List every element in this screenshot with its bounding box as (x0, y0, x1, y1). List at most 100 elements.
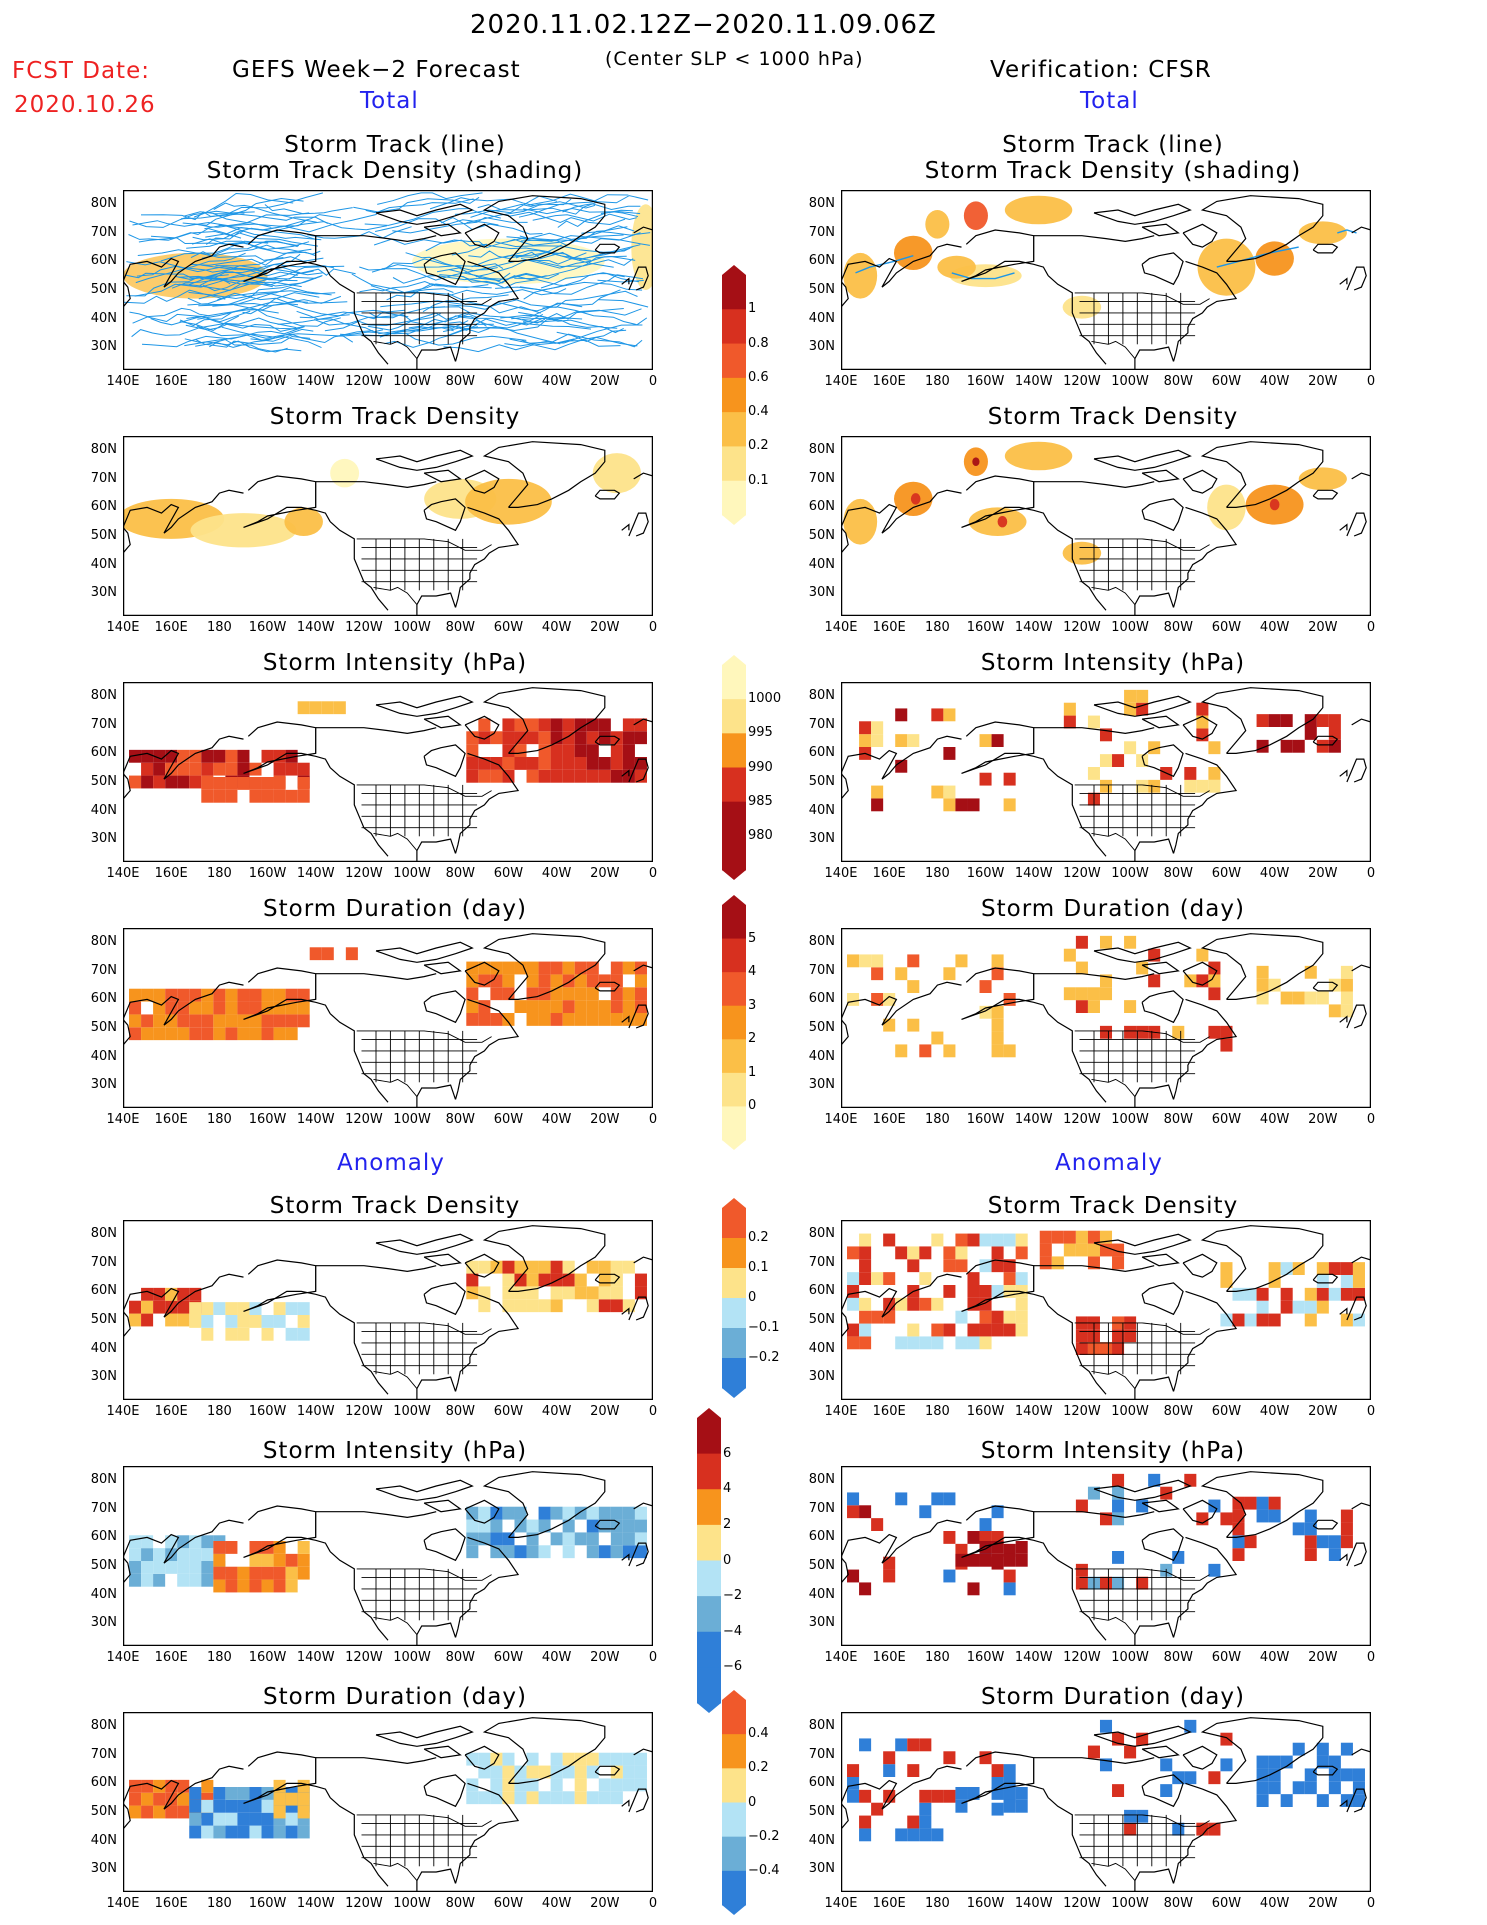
lon-label: 160E (872, 1896, 906, 1911)
lat-label: 60N (90, 253, 117, 269)
lat-label: 30N (808, 1615, 835, 1631)
lon-label: 160W (966, 1650, 1005, 1665)
right-total-label: Total (1080, 88, 1139, 114)
lon-label: 20W (590, 1112, 620, 1127)
lat-label: 30N (90, 831, 117, 847)
colorbar-label: −2 (723, 1588, 743, 1604)
lon-label: 20W (590, 866, 620, 881)
lat-label: 30N (90, 1369, 117, 1385)
cfsr-track-lines (841, 190, 1371, 370)
lon-label: 180 (924, 1404, 950, 1419)
lat-label: 60N (90, 1775, 117, 1791)
lon-label: 120W (345, 1404, 383, 1419)
colorbar-label: 0 (748, 1794, 757, 1810)
cfsr-intensity-anom (841, 1466, 1371, 1646)
lat-label: 50N (90, 1312, 117, 1327)
lon-label: 100W (393, 1650, 431, 1665)
gefs-duration-anom-map (123, 1712, 653, 1892)
lat-label: 40N (808, 556, 835, 572)
lon-label: 160W (248, 866, 287, 881)
lat-label: 80N (90, 196, 117, 212)
lon-label: 20W (1308, 1896, 1338, 1911)
lon-label: 100W (393, 374, 431, 389)
lon-label: 160E (872, 1112, 906, 1127)
colorbar-label: 0.1 (748, 472, 769, 488)
gefs-duration (123, 928, 653, 1108)
lat-label: 70N (90, 716, 117, 732)
colorbar-label: 4 (748, 964, 757, 980)
lon-label: 20W (1308, 1650, 1338, 1665)
lon-label: 160W (966, 374, 1005, 389)
lon-label: 160E (872, 1650, 906, 1665)
lon-label: 180 (924, 374, 950, 389)
lat-label: 50N (90, 1020, 117, 1035)
lon-label: 80W (445, 1404, 475, 1419)
lon-label: 140E (106, 1896, 140, 1911)
right-row7-title: Storm Duration (day) (981, 1684, 1245, 1710)
right-row1-title-b: Storm Track Density (shading) (924, 158, 1302, 184)
lat-label: 40N (90, 1832, 117, 1848)
lat-label: 40N (90, 802, 117, 818)
lon-label: 20W (590, 620, 620, 635)
gefs-track-density-map (123, 436, 653, 616)
lat-label: 50N (808, 774, 835, 789)
lon-label: 80W (445, 1650, 475, 1665)
lon-label: 0 (648, 374, 658, 389)
cbar-duration-total: 5 4 3 2 1 0 (722, 895, 802, 1150)
cfsr-track-density (841, 436, 1371, 616)
lon-label: 160E (154, 374, 188, 389)
lon-label: 160E (154, 1896, 188, 1911)
lon-label: 100W (1111, 1404, 1149, 1419)
lon-label: 180 (206, 866, 232, 881)
lon-label: 120W (1063, 1650, 1101, 1665)
lon-label: 160E (154, 1112, 188, 1127)
lon-label: 0 (1366, 866, 1376, 881)
lon-label: 140E (106, 374, 140, 389)
gefs-intensity-anom-map (123, 1466, 653, 1646)
lat-label: 70N (808, 470, 835, 486)
lon-label: 60W (493, 620, 524, 635)
lon-label: 20W (1308, 866, 1338, 881)
lat-label: 30N (808, 585, 835, 601)
colorbar-label: 2 (748, 1031, 757, 1047)
lon-label: 40W (541, 374, 572, 389)
lon-label: 100W (393, 1896, 431, 1911)
lon-label: 100W (1111, 866, 1149, 881)
lon-label: 180 (206, 1112, 232, 1127)
lon-label: 0 (1366, 1650, 1376, 1665)
lon-label: 0 (1366, 374, 1376, 389)
lat-label: 30N (808, 1369, 835, 1385)
left-row2-title: Storm Track Density (269, 404, 521, 430)
colorbar-label: 0 (748, 1290, 757, 1305)
lon-label: 140W (296, 1650, 335, 1665)
lon-label: 160E (154, 1404, 188, 1419)
lon-label: 20W (590, 1650, 620, 1665)
lon-label: 140E (824, 1112, 858, 1127)
lon-label: 0 (1366, 620, 1376, 635)
lon-label: 120W (1063, 1896, 1101, 1911)
lon-label: 60W (493, 1650, 524, 1665)
lon-label: 40W (1259, 866, 1290, 881)
colorbar-label: −0.1 (748, 1320, 780, 1335)
lat-label: 60N (90, 745, 117, 761)
colorbar-label: 0.2 (748, 1760, 769, 1776)
cfsr-duration (841, 928, 1371, 1108)
colorbar-label: 0.4 (748, 404, 769, 420)
lon-label: 120W (345, 1112, 383, 1127)
gefs-intensity-map (123, 682, 653, 862)
lat-label: 30N (808, 831, 835, 847)
lon-label: 140E (106, 1404, 140, 1419)
lat-label: 80N (90, 1226, 117, 1242)
colorbar-label: 1 (748, 301, 757, 317)
lon-label: 160E (154, 620, 188, 635)
lon-label: 160W (966, 620, 1005, 635)
date-range: 2020.11.02.12Z−2020.11.09.06Z (470, 10, 937, 40)
lon-label: 140E (106, 1112, 140, 1127)
right-row5-title: Storm Track Density (987, 1193, 1239, 1219)
lat-label: 60N (808, 991, 835, 1007)
left-row3-title: Storm Intensity (hPa) (262, 650, 528, 676)
lon-label: 180 (924, 620, 950, 635)
gefs-density-anom (123, 1220, 653, 1400)
right-row3-title: Storm Intensity (hPa) (980, 650, 1246, 676)
lat-label: 60N (808, 1775, 835, 1791)
